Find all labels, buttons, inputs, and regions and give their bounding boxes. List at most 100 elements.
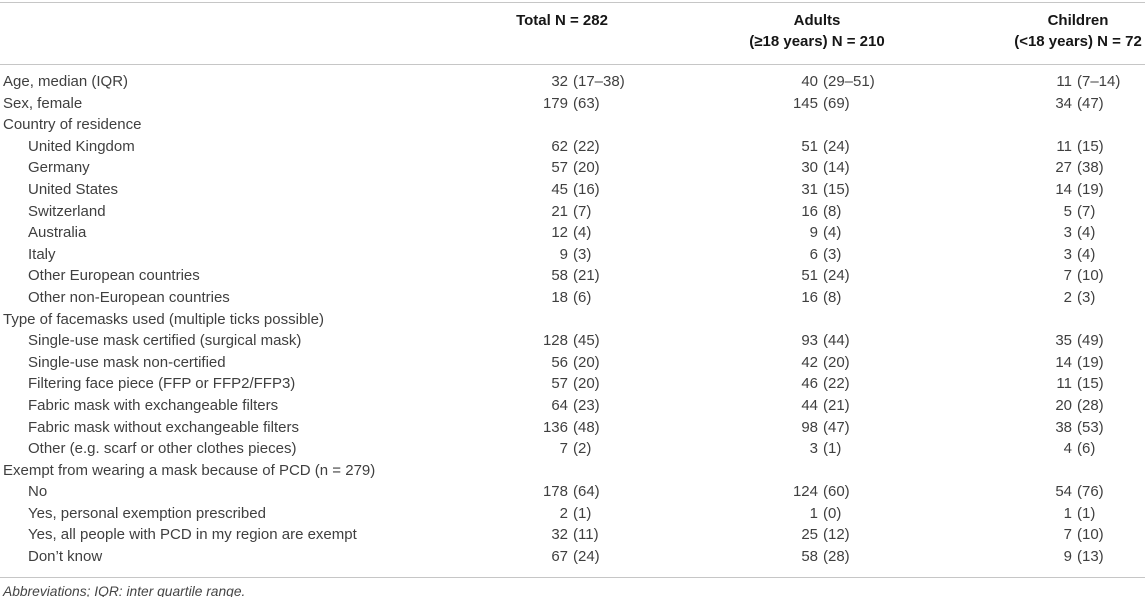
- value-count: 45: [551, 180, 568, 198]
- value-percent: (1): [823, 440, 842, 458]
- cell-value: 4 (6): [973, 438, 1145, 460]
- cell-value: 25 (12): [698, 524, 973, 546]
- row-label: No: [28, 483, 48, 501]
- cell-value: 45 (16): [446, 179, 698, 201]
- value-percent: (2): [573, 440, 592, 458]
- value-percent: (24): [573, 548, 600, 566]
- section-header-row: Exempt from wearing a mask because of PC…: [0, 460, 1145, 482]
- value-percent: (11): [573, 526, 599, 544]
- value-percent: (20): [573, 353, 600, 371]
- value-percent: (76): [1077, 483, 1104, 501]
- value-percent: (47): [823, 418, 850, 436]
- value-percent: (15): [1077, 375, 1104, 393]
- value-count: 21: [551, 202, 568, 220]
- table-row: Filtering face piece (FFP or FFP2/FFP3) 5…: [0, 373, 1145, 395]
- value-count: 51: [801, 137, 818, 155]
- value-percent: (8): [823, 202, 842, 220]
- cell-value: 2 (1): [446, 503, 698, 525]
- value-percent: (16): [573, 180, 600, 198]
- row-label: Switzerland: [28, 202, 106, 220]
- col-header-total-label: Total N = 282: [516, 12, 608, 29]
- cell-value: 62 (22): [446, 136, 698, 158]
- value-count: 9: [1063, 548, 1072, 566]
- value-count: 12: [551, 224, 568, 242]
- value-count: 25: [801, 526, 818, 544]
- value-percent: (64): [573, 483, 600, 501]
- section-label: Country of residence: [3, 116, 142, 134]
- cell-value: 136 (48): [446, 417, 698, 439]
- row-label: Germany: [28, 159, 90, 177]
- header-row: Total N = 282 Adults (≥18 years) N = 210…: [0, 2, 1145, 65]
- cell-value: 124 (60): [698, 481, 973, 503]
- participant-characteristics-table: Total N = 282 Adults (≥18 years) N = 210…: [0, 2, 1145, 577]
- col-header-adults-sublabel: (≥18 years) N = 210: [749, 33, 885, 50]
- value-count: 42: [801, 353, 818, 371]
- table-body: Age, median (IQR) 32 (17–38) 40 (29–51) 11 (7–…: [0, 65, 1145, 577]
- value-percent: (38): [1077, 159, 1104, 177]
- cell-value: 30 (14): [698, 157, 973, 179]
- row-label: Single-use mask certified (surgical mask…: [28, 332, 302, 350]
- value-percent: (53): [1077, 418, 1104, 436]
- value-count: 62: [551, 137, 568, 155]
- row-label: Other European countries: [28, 267, 200, 285]
- value-count: 124: [792, 483, 818, 501]
- cell-value: 145 (69): [698, 93, 973, 115]
- cell-value: 58 (28): [698, 546, 973, 577]
- cell-value: 7 (10): [973, 265, 1145, 287]
- value-percent: (24): [823, 267, 850, 285]
- table-row: Yes, all people with PCD in my region ar…: [0, 524, 1145, 546]
- cell-value: [698, 114, 973, 136]
- value-count: 7: [1063, 267, 1072, 285]
- row-label: Italy: [28, 245, 56, 263]
- col-header-children: Children (<18 years) N = 72: [973, 2, 1145, 65]
- cell-value: [446, 114, 698, 136]
- cell-value: 3 (4): [973, 244, 1145, 266]
- cell-value: 1 (1): [973, 503, 1145, 525]
- cell-value: 38 (53): [973, 417, 1145, 439]
- value-count: 4: [1063, 440, 1072, 458]
- value-percent: (19): [1077, 353, 1104, 371]
- value-count: 11: [1056, 375, 1072, 393]
- value-percent: (22): [823, 375, 850, 393]
- cell-value: 11 (15): [973, 136, 1145, 158]
- col-header-adults: Adults (≥18 years) N = 210: [698, 2, 973, 65]
- value-count: 51: [801, 267, 818, 285]
- row-label: United States: [28, 180, 119, 198]
- cell-value: 40 (29–51): [698, 65, 973, 93]
- table-row: No 178 (64) 124 (60) 54 (76): [0, 481, 1145, 503]
- table-row: Age, median (IQR) 32 (17–38) 40 (29–51) 11 (7–…: [0, 65, 1145, 93]
- value-percent: (4): [1077, 245, 1096, 263]
- section-header-row: Type of facemasks used (multiple ticks p…: [0, 309, 1145, 331]
- value-count: 34: [1055, 94, 1072, 112]
- section-label: Type of facemasks used (multiple ticks p…: [3, 310, 324, 328]
- value-percent: (22): [573, 137, 600, 155]
- cell-value: 16 (8): [698, 201, 973, 223]
- value-percent: (21): [823, 396, 850, 414]
- cell-value: [698, 460, 973, 482]
- table-row: Italy 9 (3) 6 (3) 3 (4): [0, 244, 1145, 266]
- table-row: United Kingdom 62 (22) 51 (24) 11 (15): [0, 136, 1145, 158]
- value-percent: (49): [1077, 332, 1104, 350]
- value-count: 3: [1063, 245, 1072, 263]
- value-count: 93: [801, 332, 818, 350]
- row-label: Sex, female: [3, 94, 83, 112]
- cell-value: 34 (47): [973, 93, 1145, 115]
- table-row: Other (e.g. scarf or other clothes piece…: [0, 438, 1145, 460]
- section-label: Exempt from wearing a mask because of PC…: [3, 461, 376, 479]
- cell-value: 7 (10): [973, 524, 1145, 546]
- value-percent: (14): [823, 159, 850, 177]
- cell-value: [698, 309, 973, 331]
- row-label: Age, median (IQR): [3, 73, 129, 90]
- value-percent: (21): [573, 267, 600, 285]
- value-count: 58: [801, 548, 818, 566]
- value-percent: (8): [823, 288, 842, 306]
- value-percent: (13): [1077, 548, 1104, 566]
- row-label: United Kingdom: [28, 137, 135, 155]
- cell-value: 9 (3): [446, 244, 698, 266]
- cell-value: 3 (4): [973, 222, 1145, 244]
- value-percent: (20): [573, 375, 600, 393]
- cell-value: 11 (15): [973, 373, 1145, 395]
- value-count: 14: [1055, 353, 1072, 371]
- cell-value: 128 (45): [446, 330, 698, 352]
